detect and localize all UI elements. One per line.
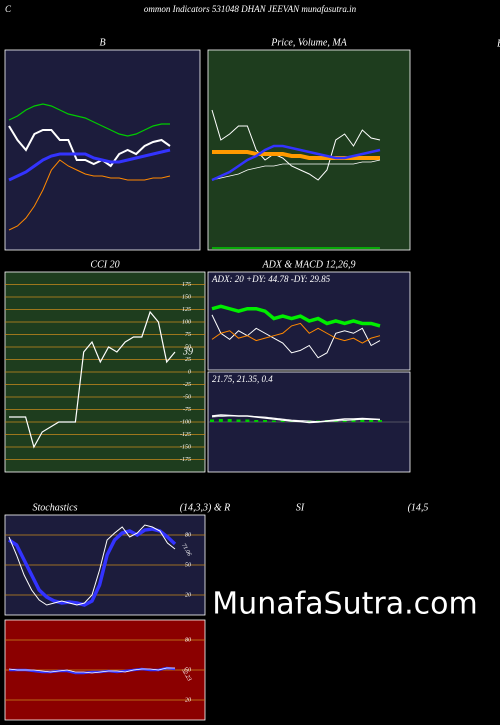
panel-title: CCI 20 <box>90 259 119 270</box>
series-line <box>8 125 171 168</box>
histogram-bar <box>218 419 223 422</box>
histogram-bar <box>254 420 259 422</box>
series-line <box>8 527 177 607</box>
series-line <box>211 159 381 181</box>
y-tick-label: 25 <box>185 357 191 363</box>
y-tick-label: 175 <box>182 282 191 288</box>
y-tick-label: -150 <box>180 444 191 450</box>
series-line <box>9 666 176 675</box>
label: Stochastics <box>33 502 78 513</box>
annotation: 21.75, 21.35, 0.4 <box>212 374 273 384</box>
series-line <box>211 314 381 359</box>
y-tick-label: 80 <box>185 532 191 538</box>
panel-title: ADX & MACD 12,26,9 <box>261 259 355 270</box>
histogram-bar <box>360 419 365 422</box>
y-tick-label: -25 <box>183 382 191 388</box>
histogram-bar <box>236 419 241 422</box>
y-tick-label: 75 <box>185 332 191 338</box>
histogram-bar <box>342 420 347 422</box>
y-tick-label: -50 <box>183 394 191 400</box>
series-line <box>211 304 381 328</box>
histogram-bar <box>263 420 268 422</box>
histogram-bar <box>369 420 374 422</box>
histogram-bar <box>227 419 232 422</box>
y-tick-label: 20 <box>185 592 191 598</box>
y-tick-label: 150 <box>182 294 191 300</box>
y-tick-label: -100 <box>180 419 191 425</box>
panel <box>4 49 201 251</box>
label: (14,3,3) & R <box>180 502 231 513</box>
y-tick-label: 20 <box>185 697 191 703</box>
label: SI <box>296 502 305 513</box>
y-tick-label: 125 <box>182 307 191 313</box>
histogram-bar <box>245 419 250 422</box>
series-line <box>8 159 171 231</box>
value-label: 39 <box>182 346 193 357</box>
y-tick-label: -175 <box>180 457 191 463</box>
label: (14,5 <box>408 502 429 513</box>
series-line <box>211 322 381 344</box>
y-tick-label: 80 <box>185 637 191 643</box>
y-tick-label: 100 <box>182 319 191 325</box>
series-line <box>8 148 171 182</box>
histogram-bar <box>378 420 382 422</box>
y-tick-label: 50 <box>185 562 191 568</box>
panel-title: Price, Volume, MA <box>270 37 347 48</box>
y-tick-label: 50 <box>185 667 191 673</box>
histogram-bar <box>351 419 356 422</box>
header-title: ommon Indicators 531048 DHAN JEEVAN muna… <box>144 4 357 14</box>
series-line <box>211 109 381 181</box>
histogram-bar <box>210 419 214 422</box>
panel-title: B <box>99 37 105 48</box>
y-tick-label: 0 <box>188 369 191 375</box>
y-tick-label: 50 <box>185 344 191 350</box>
series-line <box>8 524 176 606</box>
series-line <box>212 150 380 160</box>
series-line <box>8 667 175 674</box>
series-line <box>211 415 380 422</box>
annotation: ADX: 20 +DY: 44.78 -DY: 29.85 <box>211 274 331 284</box>
y-tick-label: -75 <box>183 407 191 413</box>
watermark: MunafaSutra.com <box>212 587 477 622</box>
value-label: 71.06 <box>180 543 192 558</box>
series-line <box>8 103 170 137</box>
series-line <box>211 144 381 182</box>
histogram-bar <box>271 420 276 422</box>
series-line <box>9 310 176 449</box>
header-right: B <box>497 38 500 49</box>
header-left: C <box>5 4 12 14</box>
y-tick-label: -125 <box>180 432 191 438</box>
value-label: 52.23 <box>180 668 192 683</box>
histogram-bar <box>280 420 285 422</box>
